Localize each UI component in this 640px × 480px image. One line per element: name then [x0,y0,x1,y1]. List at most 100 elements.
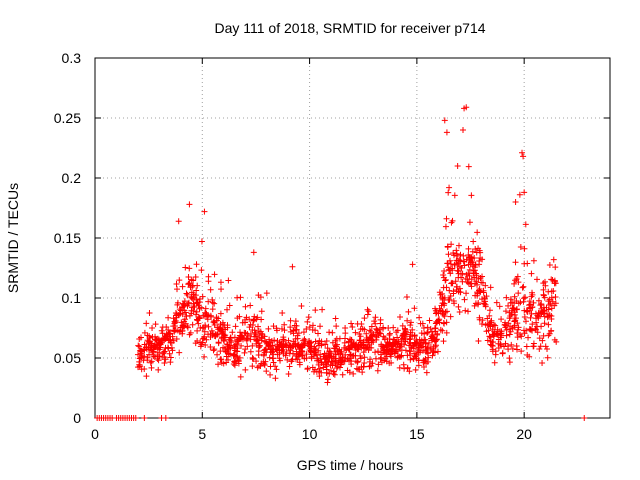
data-point [268,349,275,356]
data-point [416,314,423,321]
data-point [357,333,364,340]
data-point [252,329,259,336]
data-point [530,343,537,350]
data-point [341,344,348,351]
data-point [174,299,181,306]
data-point [202,309,209,316]
data-point [241,329,248,336]
data-point [348,361,355,368]
data-point [581,415,588,421]
data-point [202,342,209,349]
data-point [451,192,458,199]
data-point [289,350,296,357]
data-point [427,326,434,333]
x-tick-label: 0 [91,426,99,442]
data-point [198,267,205,274]
data-point [305,314,312,321]
data-point [359,369,366,376]
data-point [153,337,160,344]
data-point [196,298,203,305]
chart-title: Day 111 of 2018, SRMTID for receiver p71… [214,20,485,36]
data-point [179,283,186,290]
data-point [187,329,194,336]
data-point [306,324,313,331]
data-point [358,344,365,351]
data-points [94,104,588,421]
data-point [474,229,481,236]
data-point [503,322,510,329]
data-point [328,350,335,357]
data-point [471,274,478,281]
data-point [506,331,513,338]
data-point [368,323,375,330]
data-point [372,314,379,321]
data-point [443,319,450,326]
data-point [407,352,414,359]
data-point [287,317,294,324]
data-point [511,322,518,329]
data-point [493,299,500,306]
data-point [446,296,453,303]
data-point [454,253,461,260]
data-point [421,364,428,371]
data-point [315,347,322,354]
data-point [546,312,553,319]
data-point [294,356,301,363]
data-point [455,303,462,310]
data-point [349,342,356,349]
data-point [272,363,279,370]
data-point [519,284,526,291]
data-point [236,335,243,342]
data-point [517,243,524,250]
data-point [136,336,143,343]
data-point [466,254,473,261]
data-point [296,361,303,368]
data-point [241,319,248,326]
data-point [145,340,152,347]
data-point [467,261,474,268]
data-point [273,327,280,334]
data-point [333,365,340,372]
data-point [378,341,385,348]
data-point [404,364,411,371]
data-point [413,352,420,359]
data-point [521,314,528,321]
data-point [202,305,209,312]
data-point [377,320,384,327]
data-point [279,346,286,353]
data-point [380,333,387,340]
data-point [197,339,204,346]
data-point [279,310,286,317]
data-point [155,357,162,364]
data-point [242,303,249,310]
data-point [520,295,527,302]
data-point [250,355,257,362]
data-point [407,335,414,342]
data-point [361,354,368,361]
data-point [146,339,153,346]
data-point [225,277,232,284]
data-point [448,280,455,287]
y-tick-label: 0.15 [54,230,81,246]
data-point [545,288,552,295]
data-point [438,302,445,309]
data-point [375,348,382,355]
data-point [211,346,218,353]
data-point [166,350,173,357]
data-point [548,315,555,322]
data-point [242,346,249,353]
data-point [539,337,546,344]
data-point [287,324,294,331]
data-point [298,352,305,359]
data-point [479,279,486,286]
data-point [445,189,452,196]
data-point [270,359,277,366]
data-point [207,343,214,350]
data-point [257,294,264,301]
data-point [441,117,448,124]
data-point [444,260,451,267]
data-point [166,336,173,343]
data-point [444,244,451,251]
data-point [185,299,192,306]
